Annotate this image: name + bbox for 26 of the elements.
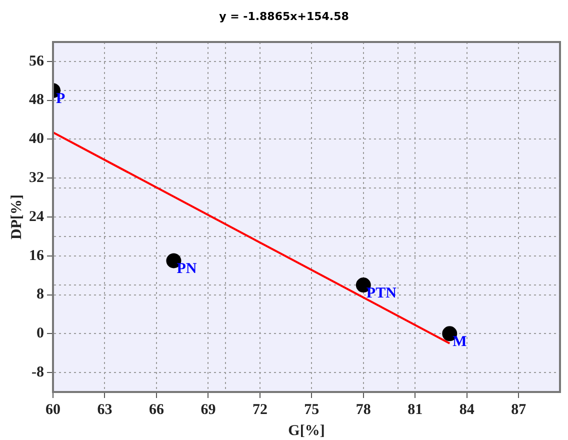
x-tick-label: 63 bbox=[97, 402, 112, 418]
y-tick-label: 40 bbox=[29, 131, 44, 148]
y-tick-label: 48 bbox=[29, 92, 44, 108]
x-tick-label: 87 bbox=[511, 402, 527, 418]
annotation: P bbox=[56, 90, 66, 107]
x-tick-label: 75 bbox=[304, 402, 320, 418]
y-tick-label: 0 bbox=[36, 326, 44, 342]
y-axis-title: DP[%] bbox=[8, 194, 25, 240]
annotation: PTN bbox=[366, 285, 397, 302]
x-tick-label: 81 bbox=[408, 402, 423, 418]
x-tick-label: 72 bbox=[252, 402, 268, 418]
x-tick-label: 60 bbox=[46, 402, 60, 418]
y-tick-label: 56 bbox=[29, 53, 44, 70]
x-axis-title: G[%] bbox=[288, 422, 325, 439]
annotation: PN bbox=[176, 261, 197, 278]
y-tick-label: 32 bbox=[29, 170, 44, 186]
chart-title: y = -1.8865x+154.58 bbox=[218, 10, 350, 23]
annotation: M bbox=[452, 334, 467, 350]
y-tick-label: 8 bbox=[36, 286, 44, 303]
x-tick-label: 78 bbox=[356, 402, 371, 418]
y-tick-label: -8 bbox=[32, 364, 44, 380]
x-tick-label: 84 bbox=[459, 402, 475, 418]
x-tick-label: 66 bbox=[148, 402, 164, 418]
x-tick-label: 69 bbox=[200, 402, 216, 418]
y-tick-label: 24 bbox=[29, 208, 44, 225]
y-tick-label: 16 bbox=[29, 248, 44, 264]
